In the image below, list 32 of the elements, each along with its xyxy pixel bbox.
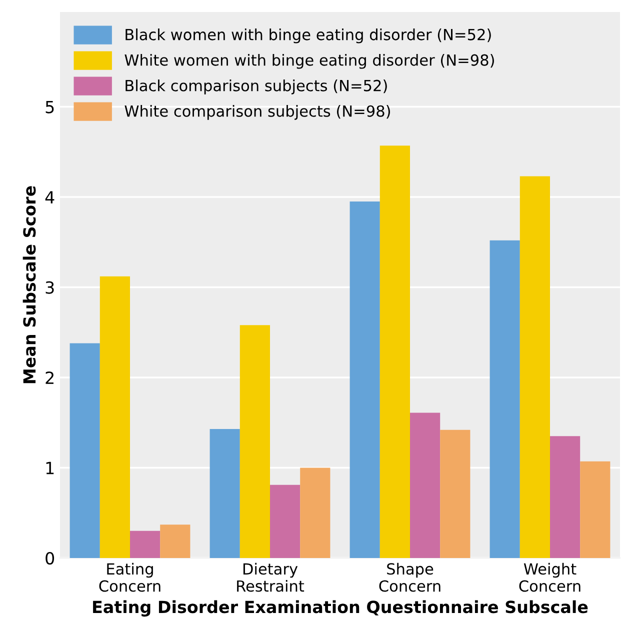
x-tick-label: Shape Concern [379,562,440,592]
bar [550,436,580,558]
y-tick-label: 2 [46,371,54,384]
bar [240,325,270,558]
legend-label: Black women with binge eating disorder (N=52) [126,28,491,44]
bar [270,484,300,558]
bar [580,461,610,558]
x-tick-label: Eating Concern [99,562,160,592]
y-tick-label: 3 [46,281,54,294]
y-tick-label: 0 [46,552,54,565]
y-axis-title: Mean Subscale Score [22,186,36,384]
legend-label: White comparison subjects (N=98) [124,105,390,120]
bar [350,202,380,558]
bar [130,530,160,558]
bar [410,412,440,558]
bar [70,343,100,558]
y-tick-label: 4 [45,191,54,204]
bar [100,276,130,558]
bar [520,176,550,558]
bar [440,430,470,558]
bar [160,524,190,558]
y-tick-label: 1 [46,462,54,474]
bar [300,468,330,558]
legend-label: White women with binge eating disorder (N=98) [124,54,494,69]
bar [210,428,240,558]
x-tick-label: Dietary Restraint [237,562,304,592]
x-tick-label: Weight Concern [519,562,580,592]
bar [380,146,410,558]
legend-label: Black comparison subjects (N=52) [126,80,387,94]
y-tick-label: 5 [46,100,54,114]
bar [490,240,520,558]
x-axis-title: Eating Disorder Examination Questionnaire Subscale [93,600,588,617]
